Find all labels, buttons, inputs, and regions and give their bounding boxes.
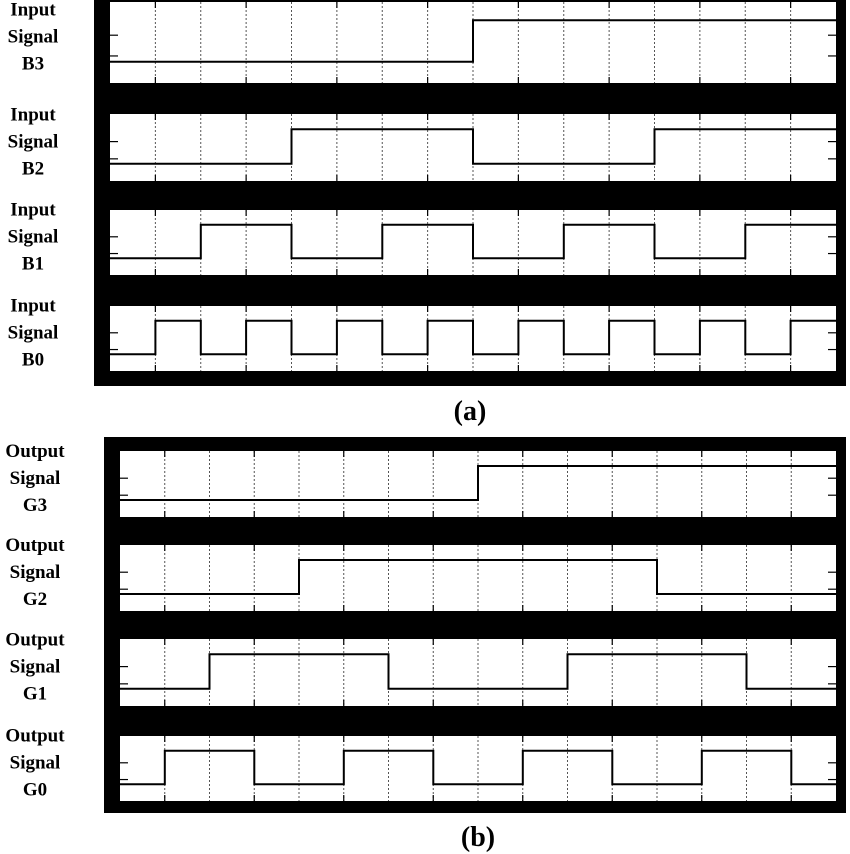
signal-label-line: Signal xyxy=(10,468,61,489)
signal-label-line: Input xyxy=(10,296,56,317)
signal-strip-3: Output Signal G0 xyxy=(5,726,836,801)
signal-waveform xyxy=(110,223,836,260)
signal-label-line: Signal xyxy=(8,323,59,344)
signal-waveform xyxy=(120,653,836,690)
signal-strip-0: Output Signal G3 xyxy=(5,441,836,517)
signal-strip-1: Output Signal G2 xyxy=(5,535,836,611)
signal-waveform xyxy=(110,319,836,356)
signal-label-line: Input xyxy=(10,105,56,126)
signal-label-line: Input xyxy=(10,200,56,221)
signal-label-line: G1 xyxy=(23,684,47,705)
signal-waveform xyxy=(110,19,836,63)
signal-strip-2: Output Signal G1 xyxy=(5,630,836,706)
panel-caption: (a) xyxy=(454,396,487,427)
signal-waveform xyxy=(120,559,836,595)
signal-label-line: B2 xyxy=(22,159,44,180)
signal-label-line: Signal xyxy=(8,227,59,248)
panel-b: Output Signal G3 Output Signal G2 Output Signal… xyxy=(5,437,846,853)
signal-label-line: B1 xyxy=(22,254,44,275)
signal-label-line: B0 xyxy=(22,350,44,371)
panel-a: InputSignalB3InputSignalB2InputSignalB1I… xyxy=(8,0,846,427)
signal-label-line: G2 xyxy=(23,589,47,610)
signal-label-line: Signal xyxy=(10,657,61,678)
signal-strip-2: Input Signal B1 xyxy=(8,200,836,275)
signal-strip-1: Input Signal B2 xyxy=(8,105,836,181)
signal-label-line: Signal xyxy=(8,132,59,153)
signal-label-line: G0 xyxy=(23,780,47,801)
signal-waveform xyxy=(110,128,836,165)
signal-label-line: Signal xyxy=(10,753,61,774)
signal-label-line: Output xyxy=(5,535,65,556)
signal-label-line: Input xyxy=(10,0,56,21)
signal-waveform xyxy=(120,749,836,786)
signal-label-line: B3 xyxy=(22,54,44,75)
signal-label-line: Output xyxy=(5,441,65,462)
signal-label-line: Signal xyxy=(8,27,59,48)
signal-strip-0: Input Signal B3 xyxy=(8,0,836,83)
signal-label-line: Output xyxy=(5,630,65,651)
signal-waveform xyxy=(120,465,836,501)
panel-caption: (b) xyxy=(461,822,495,853)
signal-label-line: G3 xyxy=(23,495,47,516)
signal-strip-3: Input Signal B0 xyxy=(8,296,836,371)
signal-label-line: Signal xyxy=(10,562,61,583)
signal-label-line: Output xyxy=(5,726,65,747)
